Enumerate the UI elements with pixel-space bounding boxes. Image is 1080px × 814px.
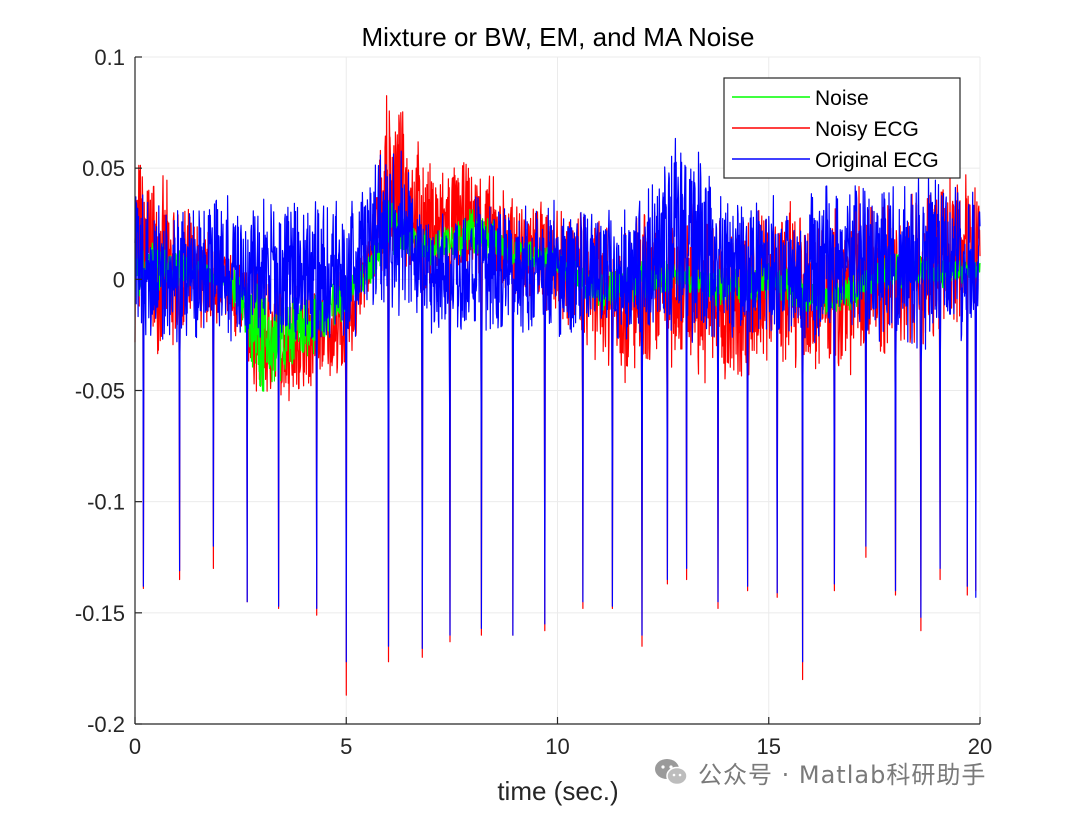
- y-tick-label: -0.2: [87, 712, 125, 737]
- series-line-original-ecg: [134, 137, 981, 663]
- axes: [134, 56, 981, 725]
- watermark: 公众号 · Matlab科研助手: [652, 752, 986, 792]
- legend-label-noise: Noise: [815, 87, 869, 110]
- x-tick-label: 15: [757, 734, 781, 759]
- y-tick-label: 0.05: [82, 156, 125, 181]
- x-axis-label: time (sec.): [497, 776, 618, 806]
- y-tick-label: -0.05: [75, 379, 125, 404]
- y-tick-label: 0: [113, 267, 125, 292]
- chart-title: Mixture or BW, EM, and MA Noise: [361, 22, 754, 52]
- x-tick-label: 20: [968, 734, 992, 759]
- y-tick-label: -0.1: [87, 490, 125, 515]
- y-tick-label: -0.15: [75, 601, 125, 626]
- watermark-text: 公众号 · Matlab科研助手: [698, 760, 987, 789]
- x-tick-label: 0: [129, 734, 141, 759]
- plot-series: [134, 95, 981, 696]
- wechat-icon: [655, 759, 688, 786]
- legend-label-noisy-ecg: Noisy ECG: [815, 118, 919, 141]
- y-tick-label: 0.1: [94, 45, 125, 70]
- tick-labels: 0 5 10 15 20 0.1 0.05 0 -0.05 -0.1 -0.15 -0.2: [75, 45, 992, 759]
- legend-label-original-ecg: Original ECG: [815, 149, 939, 172]
- x-tick-label: 5: [340, 734, 352, 759]
- legend: Noise Noisy ECG Original ECG: [723, 77, 961, 179]
- x-tick-label: 10: [545, 734, 569, 759]
